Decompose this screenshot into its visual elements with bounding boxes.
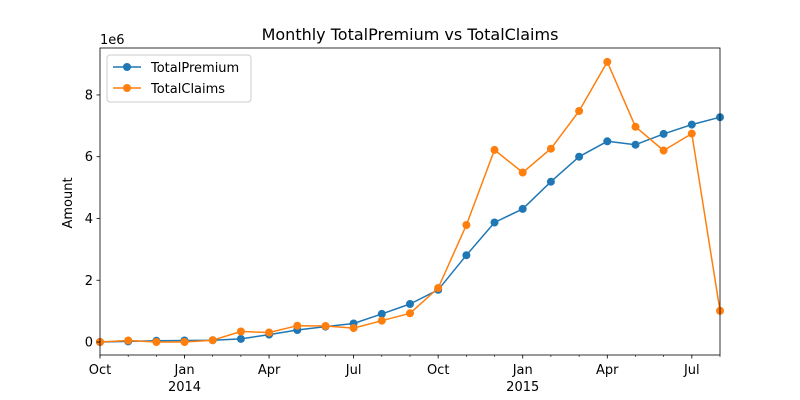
data-point-totalclaims [490, 145, 499, 154]
data-point-totalclaims [293, 321, 302, 330]
data-point-totalclaims [236, 327, 245, 336]
x-tick-label: Apr [258, 363, 281, 378]
data-point-totalclaims [687, 129, 696, 138]
x-tick-label: Apr [596, 363, 619, 378]
data-point-totalclaims [321, 322, 330, 330]
legend-label-totalclaims: TotalClaims [150, 82, 225, 97]
y-tick-label: 2 [85, 274, 93, 289]
data-point-totalclaims [152, 338, 161, 346]
y-axis-label: Amount [61, 177, 76, 228]
data-point-totalclaims [575, 107, 584, 115]
data-point-totalpremium [631, 140, 640, 149]
data-point-totalclaims [462, 221, 471, 229]
data-point-totalclaims [546, 144, 555, 153]
axes: 0 2 4 6 8 Oct Jan 2014 Apr Jul Oct Jan 2015 Apr Jul [85, 47, 721, 395]
legend-marker-totalpremium [123, 63, 131, 71]
data-point-totalclaims [406, 309, 414, 318]
data-point-totalpremium [406, 300, 414, 308]
data-point-totalclaims [434, 284, 443, 292]
chart-title: Monthly TotalPremium vs TotalClaims [262, 25, 559, 44]
data-point-totalpremium [687, 120, 696, 129]
x-tick-year-label: 2015 [506, 380, 539, 395]
data-point-totalclaims [349, 324, 358, 333]
data-point-totalpremium [546, 177, 555, 186]
data-point-totalclaims [265, 328, 274, 337]
legend-box [106, 54, 252, 103]
data-point-totalpremium [518, 204, 527, 213]
x-tick-label: Jan [512, 363, 533, 378]
x-tick-year-label: 2014 [168, 380, 201, 395]
x-tick-label: Oct [89, 363, 111, 378]
data-point-totalclaims [124, 336, 133, 345]
data-point-totalclaims [180, 338, 189, 346]
y-axis-scale-label: 1e6 [100, 33, 125, 48]
series-line-totalpremium [99, 116, 721, 343]
x-tick-label: Jul [345, 363, 362, 378]
data-point-totalclaims [659, 146, 668, 155]
data-point-totalpremium [490, 218, 499, 227]
data-point-totalpremium [659, 129, 668, 138]
data-point-totalclaims [208, 336, 217, 345]
data-point-totalpremium [603, 137, 612, 146]
data-point-totalpremium [236, 334, 245, 343]
y-tick-label: 6 [85, 150, 93, 165]
series-line-totalclaims [99, 61, 721, 343]
x-tick-label: Jul [683, 363, 700, 378]
x-tick-label: Jan [174, 363, 195, 378]
legend-label-totalpremium: TotalPremium [150, 61, 239, 76]
legend: TotalPremium TotalClaims [106, 54, 252, 103]
y-tick-label: 8 [85, 88, 93, 103]
data-point-totalclaims [377, 316, 386, 325]
data-point-totalclaims [518, 168, 527, 177]
data-point-totalclaims [603, 57, 612, 66]
x-tick-label: Oct [427, 363, 449, 378]
data-point-totalpremium [377, 309, 386, 318]
data-point-totalclaims [631, 122, 640, 131]
y-tick-label: 0 [85, 336, 93, 351]
y-tick-label: 4 [85, 212, 93, 227]
legend-marker-totalclaims [123, 84, 131, 92]
data-point-totalpremium [462, 251, 471, 260]
data-point-totalpremium [575, 152, 584, 161]
